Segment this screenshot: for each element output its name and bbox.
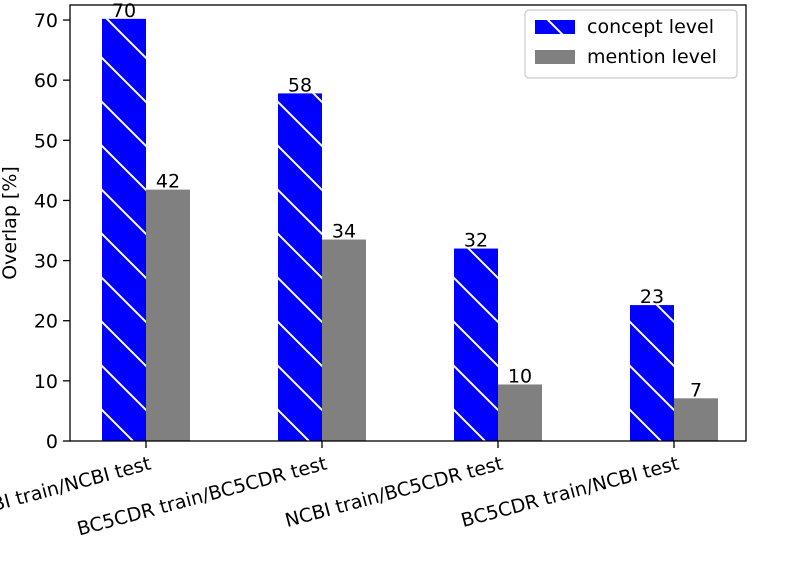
y-tick-label: 0 bbox=[46, 431, 58, 453]
y-tick-label: 40 bbox=[34, 190, 58, 212]
data-label: 70 bbox=[112, 0, 136, 22]
legend-swatch-hatch bbox=[535, 20, 575, 34]
data-label: 32 bbox=[464, 230, 488, 252]
mention-level-bar bbox=[674, 398, 718, 441]
mention-level-bar bbox=[322, 239, 366, 441]
plot-frame bbox=[69, 4, 747, 442]
y-tick-label: 60 bbox=[34, 70, 58, 92]
mention-level-bar bbox=[146, 189, 190, 441]
data-label: 34 bbox=[332, 221, 356, 243]
y-tick-label: 70 bbox=[34, 10, 58, 32]
legend-label: mention level bbox=[587, 46, 717, 68]
data-label: 7 bbox=[690, 379, 702, 401]
legend-swatch-mention bbox=[535, 50, 575, 64]
data-label: 58 bbox=[288, 74, 312, 96]
data-label: 23 bbox=[640, 286, 664, 308]
data-label: 42 bbox=[156, 171, 180, 193]
legend-box bbox=[524, 9, 738, 79]
y-tick-label: 20 bbox=[34, 311, 58, 333]
data-label: 10 bbox=[508, 365, 532, 387]
y-tick-label: 30 bbox=[34, 251, 58, 273]
y-tick-label: 10 bbox=[34, 371, 58, 393]
concept-level-bar-hatch bbox=[454, 248, 498, 441]
legend-label: concept level bbox=[587, 16, 714, 38]
y-axis-label: Overlap [%] bbox=[0, 166, 21, 280]
concept-level-bar-hatch bbox=[102, 18, 146, 441]
y-tick-label: 50 bbox=[34, 130, 58, 152]
concept-level-bar-hatch bbox=[278, 93, 322, 441]
mention-level-bar bbox=[498, 384, 542, 441]
concept-level-bar-hatch bbox=[630, 305, 674, 441]
